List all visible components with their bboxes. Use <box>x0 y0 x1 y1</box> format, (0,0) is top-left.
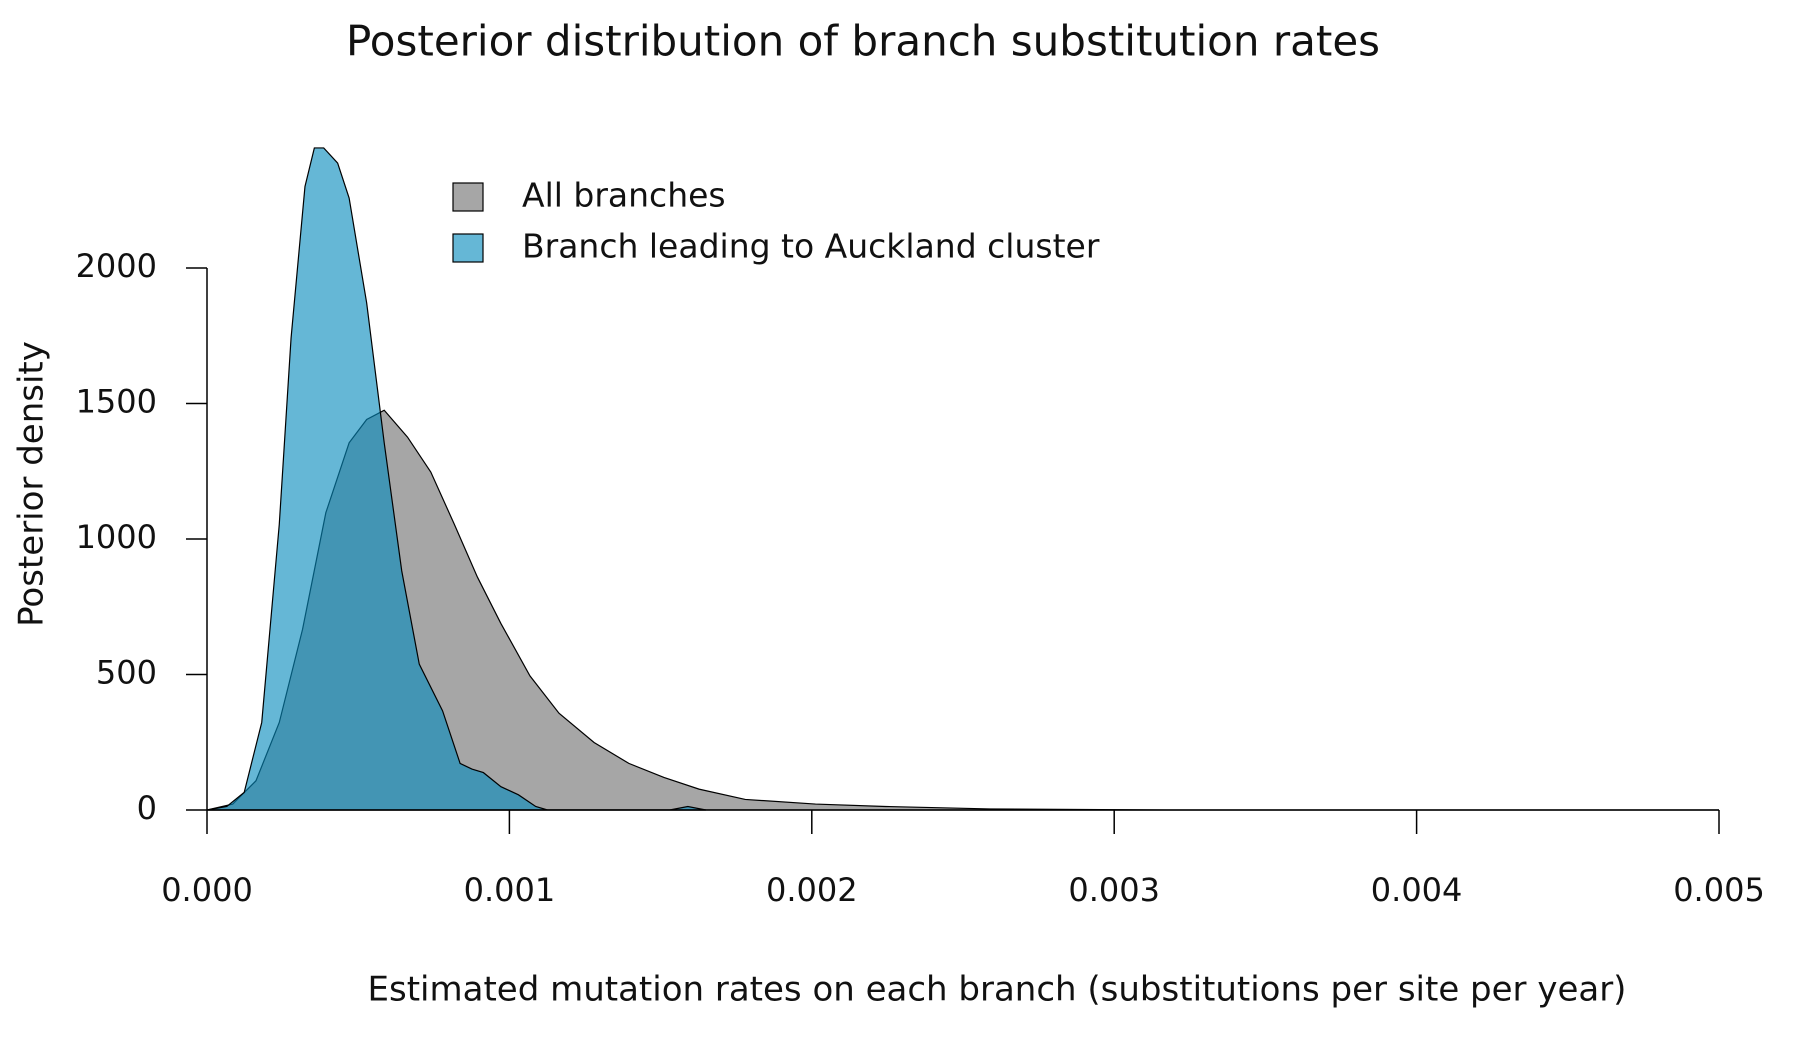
x-tick-label: 0.002 <box>766 871 858 909</box>
y-tick-label: 1000 <box>76 518 157 556</box>
y-tick-label: 1500 <box>76 383 157 421</box>
x-tick-label: 0.003 <box>1068 871 1160 909</box>
y-tick-label: 2000 <box>76 247 157 285</box>
x-tick-label: 0.000 <box>161 871 253 909</box>
legend-label: All branches <box>522 176 726 215</box>
x-tick-label: 0.001 <box>464 871 556 909</box>
y-tick-label: 0 <box>137 789 157 827</box>
chart-title: Posterior distribution of branch substit… <box>346 17 1380 66</box>
density-area <box>206 147 707 811</box>
y-axis-title: Posterior density <box>12 341 52 627</box>
y-tick-label: 500 <box>96 654 157 692</box>
legend-swatch <box>452 233 484 263</box>
legend-swatch <box>452 182 484 212</box>
x-tick-label: 0.005 <box>1673 871 1765 909</box>
x-tick-label: 0.004 <box>1371 871 1463 909</box>
legend-label: Branch leading to Auckland cluster <box>522 227 1100 266</box>
x-axis-title: Estimated mutation rates on each branch … <box>368 970 1627 1010</box>
